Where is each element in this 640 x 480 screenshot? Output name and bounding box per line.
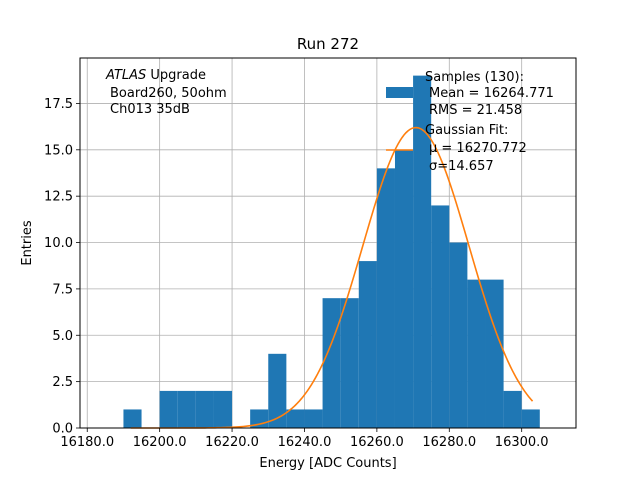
- atlas-annotation: ATLAS Upgrade Board260, 50ohm Ch013 35dB: [105, 68, 227, 117]
- histogram-bar: [521, 409, 540, 428]
- y-tick-label: 12.5: [44, 190, 73, 205]
- histogram-bar: [177, 390, 196, 428]
- histogram-bar: [467, 279, 486, 428]
- histogram-bar: [286, 409, 305, 428]
- histogram-bar: [340, 298, 359, 428]
- y-tick-label: 0.0: [52, 422, 73, 437]
- legend-fit-line-2: μ = 16270.772: [429, 141, 527, 156]
- annotation-line-2: Board260, 50ohm: [110, 86, 227, 101]
- y-tick-label: 17.5: [44, 97, 73, 112]
- x-tick-label: 16260.0: [350, 435, 404, 450]
- x-tick-label: 16200.0: [133, 435, 187, 450]
- y-tick-label: 5.0: [52, 329, 73, 344]
- plot-frame: [79, 57, 577, 429]
- chart-title: Run 272: [297, 35, 359, 53]
- legend-hist-swatch: [386, 87, 413, 98]
- histogram-bar: [159, 390, 178, 428]
- legend-hist-line-3: RMS = 21.458: [429, 103, 522, 118]
- y-axis-label: Entries: [20, 220, 35, 266]
- histogram-bar: [449, 242, 468, 428]
- x-tick-label: 16180.0: [60, 435, 114, 450]
- x-tick-label: 16220.0: [205, 435, 259, 450]
- histogram-bar: [394, 149, 414, 428]
- histogram-bar: [503, 390, 522, 428]
- histogram-bar: [322, 298, 341, 428]
- y-tick-label: 10.0: [44, 236, 73, 251]
- histogram-bar: [485, 279, 504, 428]
- x-axis-label: Energy [ADC Counts]: [259, 456, 396, 471]
- histogram-bar: [213, 390, 233, 428]
- legend-hist-line-2: Mean = 16264.771: [429, 86, 554, 101]
- histogram-bar: [304, 409, 323, 428]
- histogram-bar: [413, 75, 432, 428]
- histogram-bar: [195, 390, 214, 428]
- histogram-bar: [431, 205, 450, 428]
- y-tick-label: 15.0: [44, 143, 73, 158]
- y-tick-label: 2.5: [52, 375, 73, 390]
- annotation-line-1: ATLAS Upgrade: [105, 68, 206, 83]
- histogram-bar: [358, 261, 377, 428]
- histogram-bar: [376, 168, 395, 428]
- histogram-bar: [268, 353, 287, 428]
- annotation-italic: ATLAS: [105, 68, 146, 83]
- x-tick-label: 16280.0: [422, 435, 476, 450]
- annotation-line-3: Ch013 35dB: [110, 102, 190, 117]
- histogram-bars: [123, 75, 540, 428]
- legend-hist-line-1: Samples (130):: [425, 70, 524, 85]
- x-tick-label: 16240.0: [278, 435, 332, 450]
- x-tick-label: 16300.0: [495, 435, 549, 450]
- y-tick-label: 7.5: [52, 282, 73, 297]
- legend: Samples (130): Mean = 16264.771 RMS = 21…: [386, 70, 554, 174]
- legend-fit-line-3: σ=14.657: [429, 159, 494, 174]
- histogram-bar: [123, 409, 142, 428]
- axis-ticks: 16180.0 16200.0 16220.0 16240.0 16260.0 16280…: [44, 97, 549, 450]
- legend-fit-line-1: Gaussian Fit:: [425, 123, 508, 138]
- annotation-line-1-rest: Upgrade: [146, 68, 206, 83]
